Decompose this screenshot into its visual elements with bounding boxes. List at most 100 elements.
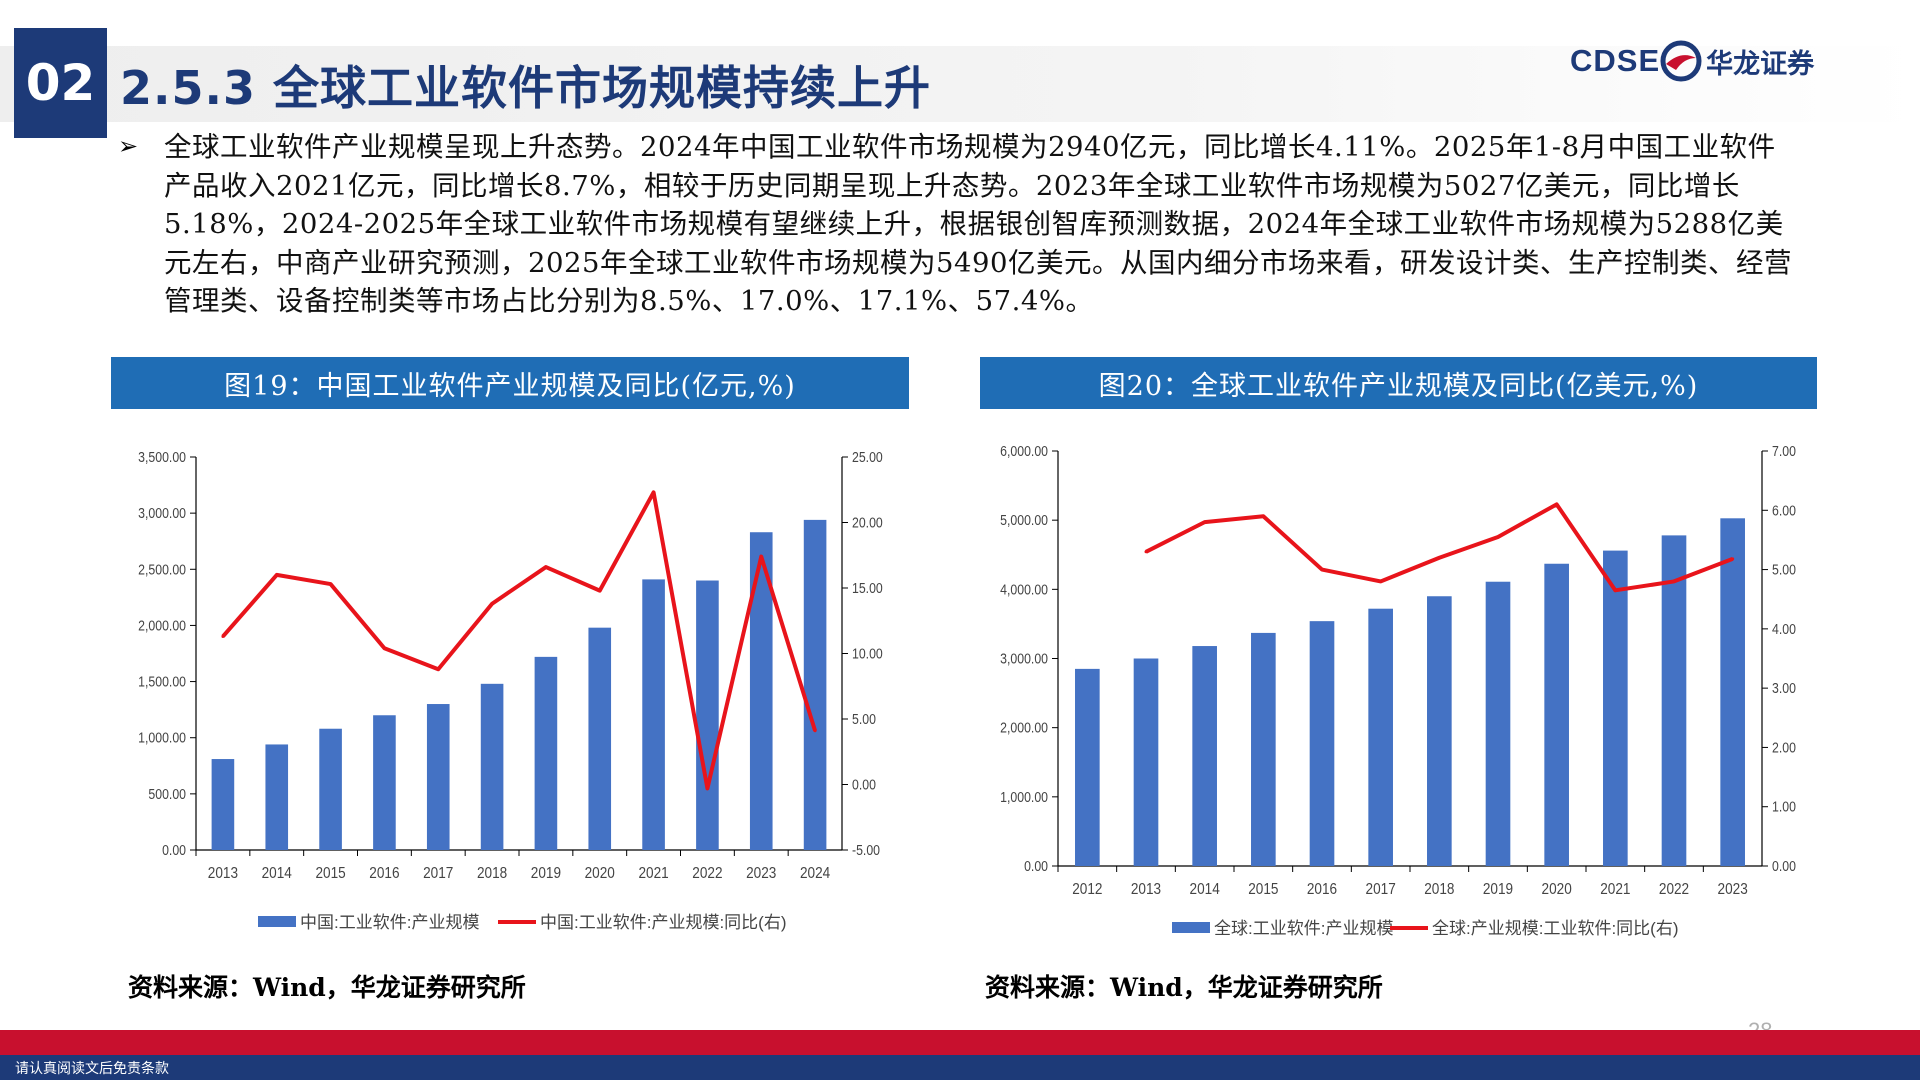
left-tick-label: 1,000.00	[1000, 789, 1048, 805]
yoy-line	[1145, 502, 1734, 593]
bar-2019	[1485, 581, 1511, 866]
bullet-icon: ➢	[118, 132, 139, 160]
x-tick-label: 2023	[746, 865, 776, 882]
yoy-point-2019	[544, 565, 548, 569]
x-tick-label: 2018	[477, 865, 507, 882]
legend-bar-swatch	[258, 916, 296, 927]
yoy-point-2023	[1731, 557, 1735, 561]
right-tick-label: 10.00	[852, 645, 883, 661]
right-tick-label: 6.00	[1772, 502, 1796, 518]
x-tick-label: 2019	[1483, 881, 1513, 898]
bar-2022	[696, 580, 719, 850]
bar-2024	[803, 519, 827, 850]
yoy-point-2014	[275, 573, 279, 577]
yoy-point-2022	[705, 786, 709, 790]
left-tick-label: 3,000.00	[138, 505, 186, 521]
yoy-point-2018	[490, 602, 494, 606]
logo-latin-text: CDSE	[1570, 43, 1661, 78]
yoy-point-2016	[1320, 568, 1324, 572]
left-tick-label: 2,500.00	[138, 561, 186, 577]
yoy-point-2024	[813, 729, 817, 733]
body-paragraph: 全球工业软件产业规模呈现上升态势。2024年中国工业软件市场规模为2940亿元，…	[164, 131, 1792, 317]
yoy-point-2020	[598, 589, 602, 593]
bar-2016	[1309, 621, 1335, 866]
x-tick-label: 2012	[1072, 881, 1102, 898]
bar-2022	[1661, 535, 1687, 866]
yoy-line	[221, 490, 817, 791]
bar-2018	[1427, 596, 1452, 866]
x-tick-label: 2015	[1248, 881, 1278, 898]
x-tick-label: 2021	[1600, 881, 1630, 898]
x-tick-label: 2017	[423, 865, 453, 882]
right-tick-label: 25.00	[852, 449, 883, 465]
bar-2014	[265, 744, 289, 850]
yoy-point-2015	[329, 582, 333, 586]
bar-2012	[1075, 668, 1100, 866]
yoy-point-2019	[1496, 535, 1500, 539]
left-tick-label: 500.00	[148, 786, 186, 802]
page-title: 2.5.3 全球工业软件市场规模持续上升	[120, 61, 931, 115]
yoy-point-2022	[1672, 579, 1676, 583]
legend-bar-label: 全球:工业软件:产业规模	[1214, 919, 1393, 938]
right-tick-label: 5.00	[1772, 561, 1796, 577]
bar-2015	[1251, 632, 1276, 866]
x-tick-label: 2016	[1307, 881, 1337, 898]
x-tick-label: 2014	[262, 865, 292, 882]
x-tick-label: 2016	[369, 865, 399, 882]
figure19-source: 资料来源：Wind，华龙证券研究所	[128, 973, 526, 1002]
left-tick-label: 2,000.00	[138, 617, 186, 633]
company-logo: CDSE 华龙证券	[1570, 36, 1814, 86]
title-band	[0, 46, 1920, 122]
x-tick-label: 2013	[1131, 881, 1161, 898]
legend-bar-swatch	[1172, 922, 1210, 933]
x-tick-label: 2014	[1190, 881, 1220, 898]
left-tick-label: 1,500.00	[138, 673, 186, 689]
section-number: 02	[14, 28, 107, 138]
yoy-point-2021	[1613, 588, 1617, 592]
x-tick-label: 2024	[800, 865, 830, 882]
figure20-caption: 图20：全球工业软件产业规模及同比(亿美元,%)	[980, 357, 1817, 409]
x-tick-label: 2023	[1718, 881, 1748, 898]
right-tick-label: 5.00	[852, 711, 876, 727]
footer-blue-stripe	[0, 1055, 1920, 1080]
bar-2023	[1720, 518, 1745, 866]
bar-2020	[1544, 563, 1569, 866]
x-tick-label: 2021	[638, 865, 668, 882]
yoy-point-2014	[1203, 520, 1207, 524]
yoy-point-2023	[759, 555, 763, 559]
left-tick-label: 2,000.00	[1000, 720, 1048, 736]
right-tick-label: -5.00	[852, 842, 880, 858]
dragon-emblem-icon	[1660, 40, 1702, 82]
bar-2023	[749, 532, 773, 850]
x-tick-label: 2015	[315, 865, 345, 882]
right-tick-label: 20.00	[852, 514, 883, 530]
yoy-point-2016	[382, 646, 386, 650]
yoy-point-2015	[1261, 514, 1265, 518]
bar-2013	[1133, 658, 1159, 866]
right-tick-label: 1.00	[1772, 799, 1796, 815]
left-tick-label: 5,000.00	[1000, 512, 1048, 528]
left-tick-label: 4,000.00	[1000, 581, 1048, 597]
yoy-point-2013	[1144, 550, 1148, 554]
logo-chinese-text: 华龙证券	[1706, 48, 1815, 80]
x-tick-label: 2020	[585, 865, 615, 882]
right-tick-label: 0.00	[1772, 858, 1796, 874]
yoy-point-2018	[1437, 556, 1441, 560]
bar-2021	[642, 579, 665, 850]
right-tick-label: 7.00	[1772, 443, 1796, 459]
x-tick-label: 2022	[1659, 881, 1689, 898]
x-tick-label: 2020	[1542, 881, 1572, 898]
bar-2015	[319, 728, 342, 850]
left-tick-label: 6,000.00	[1000, 443, 1048, 459]
left-tick-label: 0.00	[1024, 858, 1048, 874]
bar-2016	[373, 715, 396, 850]
right-tick-label: 15.00	[852, 580, 883, 596]
yoy-point-2017	[436, 667, 440, 671]
disclaimer-text: 请认真阅读文后免责条款	[15, 1061, 169, 1077]
bar-2013	[211, 759, 235, 850]
yoy-point-2020	[1555, 502, 1559, 506]
right-tick-label: 0.00	[852, 776, 876, 792]
left-tick-label: 0.00	[162, 842, 186, 858]
bar-2020	[588, 627, 612, 850]
bar-2019	[534, 656, 558, 850]
